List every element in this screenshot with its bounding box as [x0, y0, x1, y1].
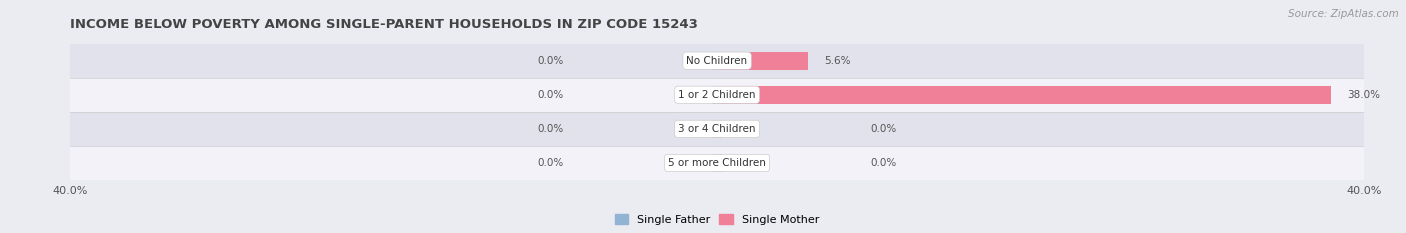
Text: 5.6%: 5.6%: [824, 56, 851, 66]
Text: 0.0%: 0.0%: [537, 124, 564, 134]
Text: 0.0%: 0.0%: [537, 158, 564, 168]
Bar: [70, 78, 1364, 112]
Legend: Single Father, Single Mother: Single Father, Single Mother: [610, 210, 824, 229]
Text: 5 or more Children: 5 or more Children: [668, 158, 766, 168]
Bar: [713, 52, 717, 70]
Text: 1 or 2 Children: 1 or 2 Children: [678, 90, 756, 100]
Bar: [717, 120, 721, 138]
Text: 0.0%: 0.0%: [870, 158, 897, 168]
Bar: [713, 120, 717, 138]
Text: INCOME BELOW POVERTY AMONG SINGLE-PARENT HOUSEHOLDS IN ZIP CODE 15243: INCOME BELOW POVERTY AMONG SINGLE-PARENT…: [70, 18, 699, 31]
Text: 3 or 4 Children: 3 or 4 Children: [678, 124, 756, 134]
Bar: [717, 52, 807, 70]
Text: No Children: No Children: [686, 56, 748, 66]
Text: 0.0%: 0.0%: [537, 56, 564, 66]
Bar: [713, 86, 717, 104]
Bar: [717, 86, 1331, 104]
Bar: [70, 146, 1364, 180]
Bar: [717, 154, 721, 172]
Text: 38.0%: 38.0%: [1347, 90, 1381, 100]
Text: Source: ZipAtlas.com: Source: ZipAtlas.com: [1288, 9, 1399, 19]
Bar: [70, 44, 1364, 78]
Text: 0.0%: 0.0%: [537, 90, 564, 100]
Bar: [713, 154, 717, 172]
Text: 0.0%: 0.0%: [870, 124, 897, 134]
Bar: [70, 112, 1364, 146]
